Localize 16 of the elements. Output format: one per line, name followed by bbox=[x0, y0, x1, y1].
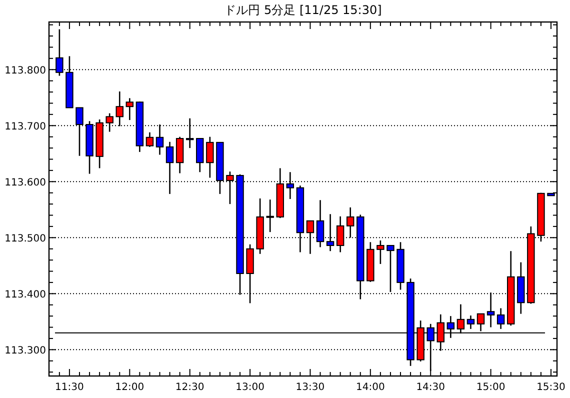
title: ドル円 5分足 [11/25 15:30] bbox=[224, 3, 382, 17]
x-tick-label: 11:30 bbox=[55, 382, 84, 393]
x-tick-label: 14:00 bbox=[356, 382, 385, 393]
y-tick-label: 113.700 bbox=[4, 122, 46, 133]
x-tick-label: 12:00 bbox=[115, 382, 144, 393]
y-tick-label: 113.600 bbox=[4, 178, 46, 189]
x-tick-label: 13:30 bbox=[296, 382, 325, 393]
y-tick-label: 113.400 bbox=[4, 290, 46, 301]
x-tick-label: 15:30 bbox=[536, 382, 566, 393]
x-tick-label: 14:30 bbox=[416, 382, 446, 393]
y-tick-label: 113.300 bbox=[4, 346, 46, 357]
x-tick-label: 15:00 bbox=[476, 382, 506, 393]
y-tick-label: 113.800 bbox=[4, 66, 46, 77]
x-tick-label: 13:00 bbox=[236, 382, 264, 393]
y-tick-label: 113.500 bbox=[4, 234, 46, 245]
x-tick-label: 12:30 bbox=[175, 382, 204, 393]
